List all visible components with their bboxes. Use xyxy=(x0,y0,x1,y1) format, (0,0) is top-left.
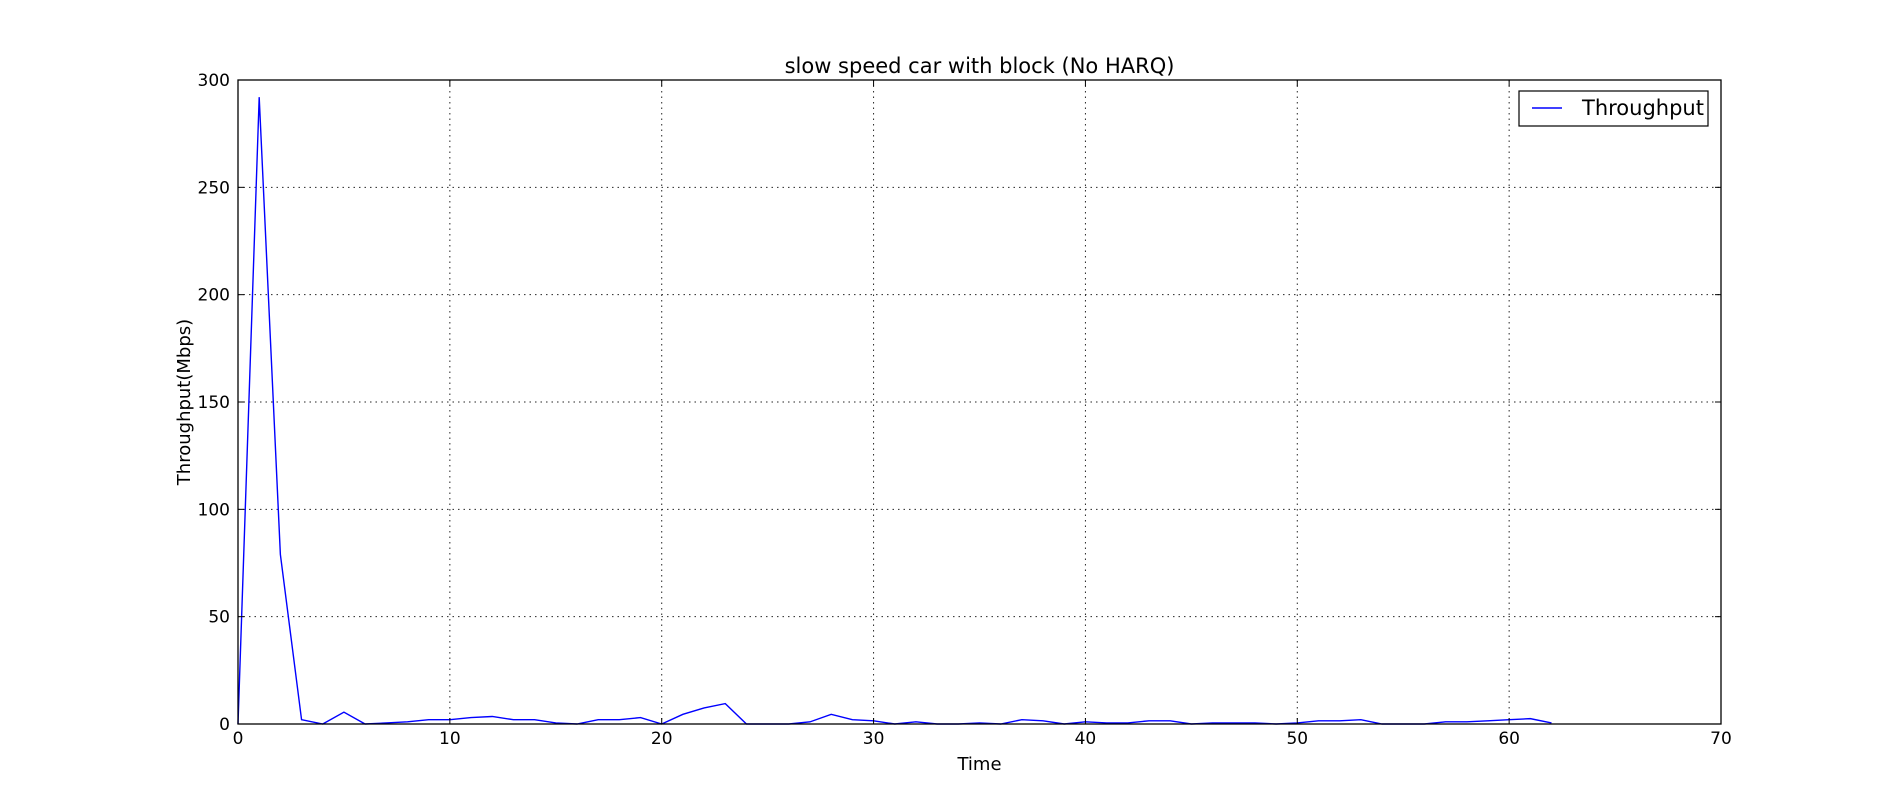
y-axis-label: Throughput(Mbps) xyxy=(174,319,195,486)
y-tick-label: 100 xyxy=(198,500,230,520)
x-tick-label: 40 xyxy=(1075,729,1097,749)
x-tick-label: 30 xyxy=(863,729,885,749)
y-tick-label: 200 xyxy=(198,286,230,306)
y-tick-label: 50 xyxy=(208,608,230,628)
y-tick-label: 250 xyxy=(198,178,230,198)
x-tick-label: 60 xyxy=(1498,729,1520,749)
x-tick-label: 10 xyxy=(439,729,461,749)
chart-title: slow speed car with block (No HARQ) xyxy=(785,54,1175,78)
axis-ticks: 0 10 20 30 40 50 60 70 0 50 100 150 200 250 300 xyxy=(198,71,1732,749)
y-tick-label: 0 xyxy=(219,715,230,735)
y-tick-label: 300 xyxy=(198,71,230,91)
x-tick-label: 70 xyxy=(1710,729,1732,749)
series-layer xyxy=(237,97,1552,725)
grid-lines xyxy=(238,80,1721,724)
legend-label-throughput: Throughput xyxy=(1581,96,1704,120)
x-tick-label: 50 xyxy=(1286,729,1308,749)
legend: Throughput xyxy=(1518,90,1709,127)
y-tick-label: 150 xyxy=(198,393,230,413)
series-line-throughput xyxy=(237,97,1552,725)
x-axis-label: Time xyxy=(956,754,1001,775)
x-tick-label: 0 xyxy=(233,729,244,749)
x-tick-label: 20 xyxy=(651,729,673,749)
